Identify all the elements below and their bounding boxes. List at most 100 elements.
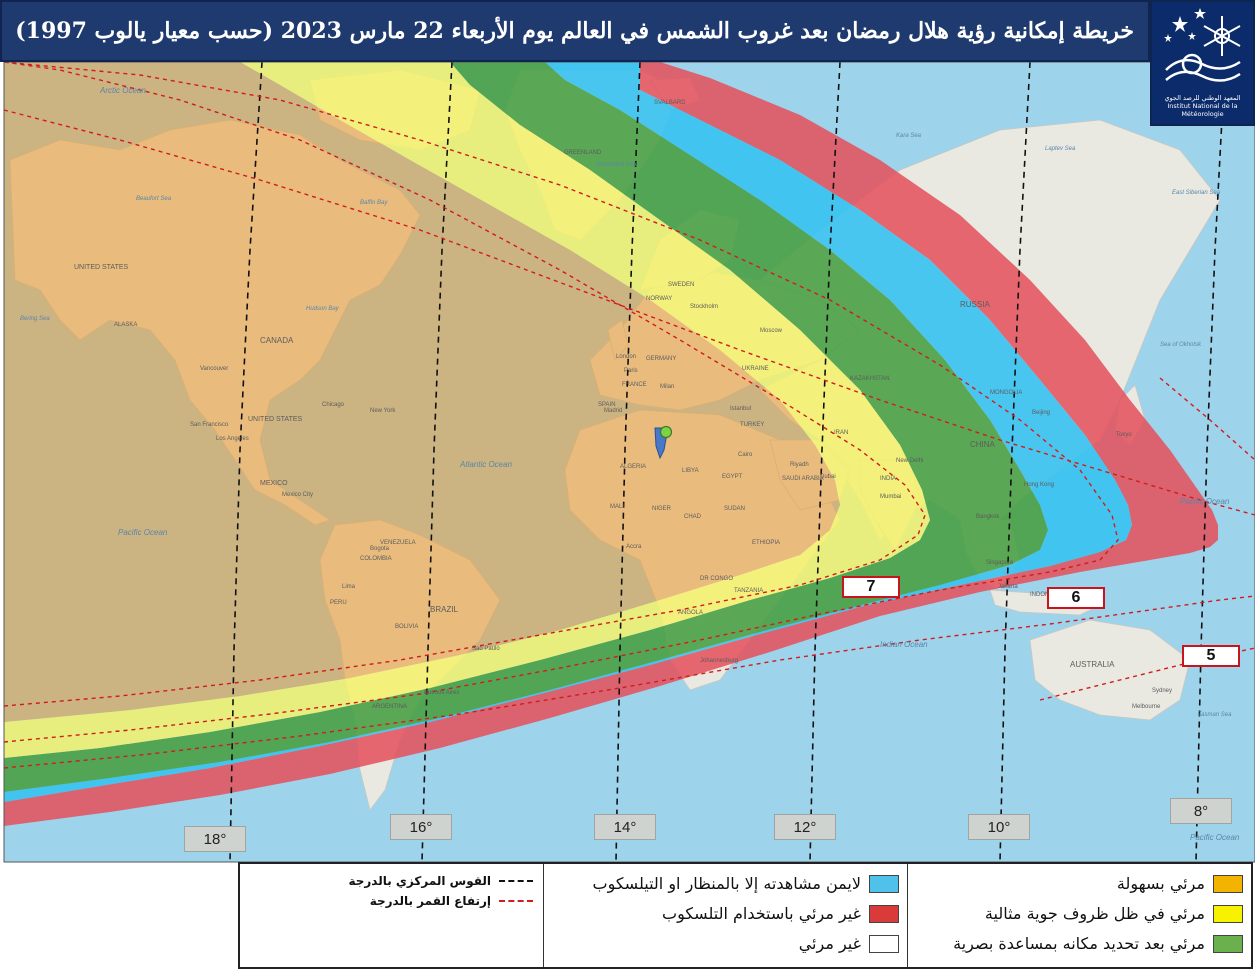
geo-label-country: SUDAN bbox=[724, 506, 746, 512]
geo-label-country: GERMANY bbox=[646, 356, 677, 362]
arc-line-12 bbox=[809, 62, 841, 862]
zone-easy-visible bbox=[4, 62, 840, 722]
logo-org-arabic: المعهد الوطني للرصد الجوي bbox=[1164, 94, 1241, 102]
altitude-line-6 bbox=[4, 62, 1119, 743]
geo-label-city: Paris bbox=[624, 368, 638, 374]
geo-label-country: BOLIVIA bbox=[395, 624, 419, 630]
geo-label-city: Tokyo bbox=[1116, 432, 1132, 438]
geo-label-pacific-ocean-south: Pacific Ocean bbox=[1190, 833, 1240, 842]
geo-label-country: COLOMBIA bbox=[360, 556, 392, 562]
legend-label: غير مرئي bbox=[798, 934, 861, 953]
landmass-australia bbox=[1029, 619, 1191, 721]
altitude-line-5b bbox=[4, 109, 1255, 516]
legend-swatch-not-visible bbox=[869, 934, 899, 953]
legend-swatch-binoculars-telescope bbox=[869, 874, 899, 893]
geo-label-country: UKRAINE bbox=[742, 366, 769, 372]
geo-label-city: Vancouver bbox=[200, 366, 229, 372]
geo-label-tasman-sea: Tasman Sea bbox=[1198, 712, 1232, 718]
legend-label: مرئي في ظل ظروف جوية مثالية bbox=[984, 904, 1205, 923]
geo-label-city: Jakarta bbox=[998, 584, 1018, 590]
legend-divider bbox=[907, 864, 908, 967]
page-title: خريطة إمكانية رؤية هلال رمضان بعد غروب ا… bbox=[15, 18, 1134, 44]
geo-label-country: ALGERIA bbox=[620, 464, 647, 470]
legend-swatch-optical-aid bbox=[1213, 934, 1243, 953]
geo-label-city: Stockholm bbox=[690, 304, 719, 310]
geo-label-country: KAZAKHSTAN bbox=[850, 376, 890, 382]
header-bar: خريطة إمكانية رؤية هلال رمضان بعد غروب ا… bbox=[0, 0, 1150, 62]
geo-label-beaufort-sea: Beaufort Sea bbox=[136, 196, 172, 202]
geo-label-city: Mumbai bbox=[880, 494, 902, 500]
arc-line-14 bbox=[615, 62, 641, 862]
legend-item-easy-visible: مرئي بسهولة bbox=[1117, 874, 1243, 893]
geo-label-country: MONGOLIA bbox=[990, 390, 1023, 396]
legend-label: لايمن مشاهدته إلا بالمنظار او التيلسكوب bbox=[592, 874, 861, 893]
location-marker bbox=[654, 425, 673, 460]
geo-label-country: NORWAY bbox=[646, 296, 673, 302]
altitude-label-6: 6 bbox=[1047, 587, 1105, 609]
geo-label-city: New York bbox=[370, 408, 396, 414]
geo-label-greenland-sea: Greenland Sea bbox=[596, 162, 637, 168]
arc-line-18 bbox=[229, 62, 263, 862]
geo-label-city: San Francisco bbox=[190, 422, 229, 428]
altitude-label-7: 7 bbox=[842, 576, 900, 598]
geo-label-country: CHAD bbox=[684, 514, 702, 520]
geo-label-country: SAUDI ARABIA bbox=[782, 476, 824, 482]
geo-label-pacific-ocean: Pacific Ocean bbox=[118, 528, 168, 537]
geo-label-city: Milan bbox=[660, 384, 675, 390]
geo-label-country: SWEDEN bbox=[668, 282, 695, 288]
geo-label-city: Riyadh bbox=[790, 462, 809, 468]
geo-label-city: Singapore bbox=[986, 560, 1014, 566]
geo-label-city: Beijing bbox=[1032, 410, 1051, 416]
geo-label-city: Melbourne bbox=[1132, 704, 1161, 710]
geo-label-city: Madrid bbox=[604, 408, 623, 414]
longitude-label-14: 14° bbox=[594, 814, 656, 840]
geo-label-city: Dubai bbox=[820, 474, 836, 480]
geo-label-arctic-ocean: Arctic Ocean bbox=[100, 86, 146, 95]
geo-label-country: MEXICO bbox=[260, 480, 288, 487]
geo-label-hudson-bay: Hudson Bay bbox=[306, 306, 339, 312]
geo-label-country: VENEZUELA bbox=[380, 540, 416, 546]
legend-item-not-visible: غير مرئي bbox=[799, 934, 899, 953]
longitude-label-12: 12° bbox=[774, 814, 836, 840]
geo-label-country: ALASKA bbox=[114, 322, 138, 328]
logo-org-french: Institut National de la Météorologie bbox=[1167, 102, 1238, 118]
geo-label-country: NIGER bbox=[652, 506, 672, 512]
geo-label-city: Bangkok bbox=[976, 514, 1000, 520]
geo-label-laptev-sea: Laptev Sea bbox=[1045, 146, 1076, 152]
legend-label: مرئي بسهولة bbox=[1116, 874, 1205, 893]
geo-label-country: MALI bbox=[610, 504, 625, 510]
logo-caption: المعهد الوطني للرصد الجوي Institut Natio… bbox=[1152, 94, 1253, 118]
geo-label-city: Moscow bbox=[760, 328, 783, 334]
geo-label-country: UNITED STATES bbox=[248, 416, 303, 423]
longitude-label-8: 8° bbox=[1170, 798, 1232, 824]
geo-label-country: DR CONGO bbox=[700, 576, 733, 582]
geo-label-city: Los Angeles bbox=[216, 436, 249, 442]
legend-swatch-telescope-only bbox=[869, 904, 899, 923]
geo-label-country: LIBYA bbox=[682, 468, 699, 474]
geo-label-country: TURKEY bbox=[740, 422, 765, 428]
legend-label: إرتفاع القمر بالدرجة bbox=[369, 894, 491, 908]
longitude-label-18: 18° bbox=[184, 826, 246, 852]
altitude-line-top bbox=[1159, 377, 1255, 461]
longitude-label-16: 16° bbox=[390, 814, 452, 840]
legend-label: غير مرئي باستخدام التلسكوب bbox=[662, 904, 861, 923]
legend-dash-black bbox=[499, 880, 533, 882]
arc-line-10 bbox=[999, 62, 1031, 862]
legend-item-arc-line: القوس المركزي بالدرجة bbox=[348, 874, 533, 888]
geo-label-city: Sydney bbox=[1152, 688, 1173, 694]
geo-label-sea-of-okhotsk: Sea of Okhotsk bbox=[1160, 342, 1202, 348]
legend-item-altitude-line: إرتفاع القمر بالدرجة bbox=[370, 894, 533, 908]
geo-label-country: ANGOLA bbox=[678, 610, 704, 616]
arc-line-16 bbox=[421, 62, 453, 862]
geo-label-country: ETHIOPIA bbox=[752, 540, 781, 546]
geo-label-city: Lima bbox=[342, 584, 356, 590]
geo-label-country: FRANCE bbox=[622, 382, 647, 388]
geo-label-country: IRAN bbox=[834, 430, 849, 436]
logo: المعهد الوطني للرصد الجوي Institut Natio… bbox=[1150, 0, 1255, 126]
geo-label-city: Accra bbox=[626, 544, 642, 550]
central-arc-lines bbox=[229, 62, 1226, 862]
legend-item-binoculars-telescope: لايمن مشاهدته إلا بالمنظار او التيلسكوب bbox=[593, 874, 899, 893]
geo-label-city: Sao Paulo bbox=[472, 646, 500, 652]
